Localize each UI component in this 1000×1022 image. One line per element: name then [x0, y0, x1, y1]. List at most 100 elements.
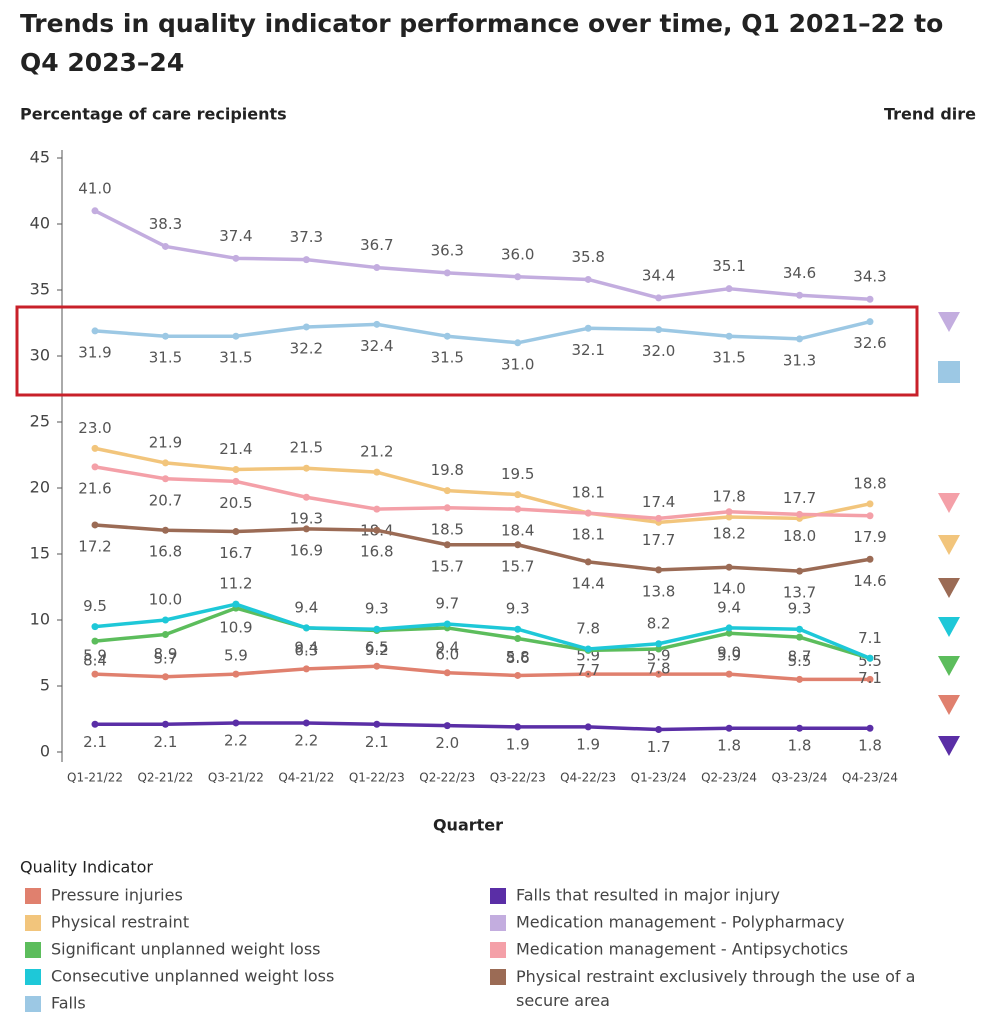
point	[161, 475, 169, 483]
data-label: 36.0	[501, 245, 534, 263]
data-label: 34.4	[642, 266, 675, 284]
point	[514, 541, 522, 549]
point	[232, 600, 240, 608]
x-tick-label: Q2-21/22	[137, 771, 193, 785]
legend-label: Medication management - Polypharmacy	[516, 913, 845, 932]
data-label: 18.1	[571, 526, 604, 544]
data-label: 9.4	[294, 598, 318, 616]
point	[725, 724, 733, 732]
data-label: 34.6	[783, 264, 816, 282]
data-label: 17.4	[642, 493, 675, 511]
point	[443, 620, 451, 628]
series-line	[94, 465, 871, 521]
point	[91, 637, 99, 645]
data-label: 1.9	[576, 735, 600, 753]
point	[584, 670, 592, 678]
point	[232, 477, 240, 485]
y-tick-label: 35	[30, 280, 50, 299]
point	[443, 332, 451, 340]
y-tick-label: 20	[30, 478, 50, 497]
data-label: 31.9	[78, 343, 111, 361]
data-label: 32.6	[853, 334, 886, 352]
data-label: 7.7	[576, 661, 600, 679]
trend-down	[938, 578, 960, 598]
y-tick-label: 15	[30, 544, 50, 563]
x-tick-label: Q1-23/24	[631, 771, 687, 785]
point	[655, 514, 663, 522]
data-label: 1.8	[788, 737, 812, 755]
data-label: 32.0	[642, 342, 675, 360]
x-tick-label: Q3-22/23	[490, 771, 546, 785]
point	[302, 464, 310, 472]
legend-swatch	[25, 996, 41, 1012]
point	[725, 624, 733, 632]
point	[91, 521, 99, 529]
point	[514, 625, 522, 633]
point	[866, 318, 874, 326]
data-label: 2.2	[294, 731, 318, 749]
point	[161, 631, 169, 639]
point	[514, 671, 522, 679]
data-label: 7.1	[858, 629, 882, 647]
data-label: 17.8	[712, 488, 745, 506]
legend-swatch	[25, 915, 41, 931]
point	[725, 508, 733, 516]
data-label: 8.2	[647, 614, 671, 632]
data-label: 9.4	[717, 598, 741, 616]
point	[373, 526, 381, 534]
y-axis-label: Percentage of care recipients	[20, 105, 287, 124]
point	[584, 275, 592, 283]
point	[584, 723, 592, 731]
point	[91, 720, 99, 728]
point	[725, 563, 733, 571]
point	[725, 629, 733, 637]
x-tick-label: Q2-22/23	[419, 771, 475, 785]
point	[161, 459, 169, 467]
point	[866, 500, 874, 508]
point	[514, 634, 522, 642]
point	[373, 264, 381, 272]
data-label: 7.8	[576, 620, 600, 638]
data-label: 6.0	[435, 645, 459, 663]
point	[302, 525, 310, 533]
data-label: 16.8	[360, 543, 393, 561]
point	[91, 444, 99, 452]
point	[796, 510, 804, 518]
y-tick-label: 45	[30, 148, 50, 167]
data-label: 6.5	[365, 639, 389, 657]
data-label: 5.9	[224, 647, 248, 665]
data-label: 19.3	[290, 510, 323, 528]
data-label: 21.4	[219, 440, 252, 458]
point	[584, 558, 592, 566]
data-label: 5.8	[506, 648, 530, 666]
data-label: 41.0	[78, 179, 111, 197]
data-label: 14.4	[571, 574, 604, 592]
data-label: 21.5	[290, 439, 323, 457]
point	[584, 324, 592, 332]
series-line	[94, 664, 870, 682]
data-label: 18.1	[571, 484, 604, 502]
data-label: 34.3	[853, 268, 886, 286]
data-label: 18.5	[431, 520, 464, 538]
data-label: 17.7	[642, 531, 675, 549]
data-label: 9.7	[435, 594, 459, 612]
point	[91, 670, 99, 678]
data-label: 21.6	[78, 479, 111, 497]
chart-title: Q4 2023–24	[20, 48, 184, 77]
data-label: 2.2	[224, 731, 248, 749]
x-tick-label: Q3-21/22	[208, 771, 264, 785]
data-label: 2.1	[154, 733, 178, 751]
data-label: 5.9	[717, 647, 741, 665]
data-label: 5.9	[83, 647, 107, 665]
series-line	[94, 523, 871, 573]
data-label: 31.5	[431, 349, 464, 367]
point	[232, 254, 240, 262]
legend-swatch	[25, 942, 41, 958]
legend-label: Falls that resulted in major injury	[516, 886, 780, 905]
data-label: 21.2	[360, 443, 393, 461]
data-label: 15.7	[501, 557, 534, 575]
data-label: 5.5	[788, 652, 812, 670]
data-label: 18.8	[853, 474, 886, 492]
x-tick-label: Q4-23/24	[842, 771, 898, 785]
